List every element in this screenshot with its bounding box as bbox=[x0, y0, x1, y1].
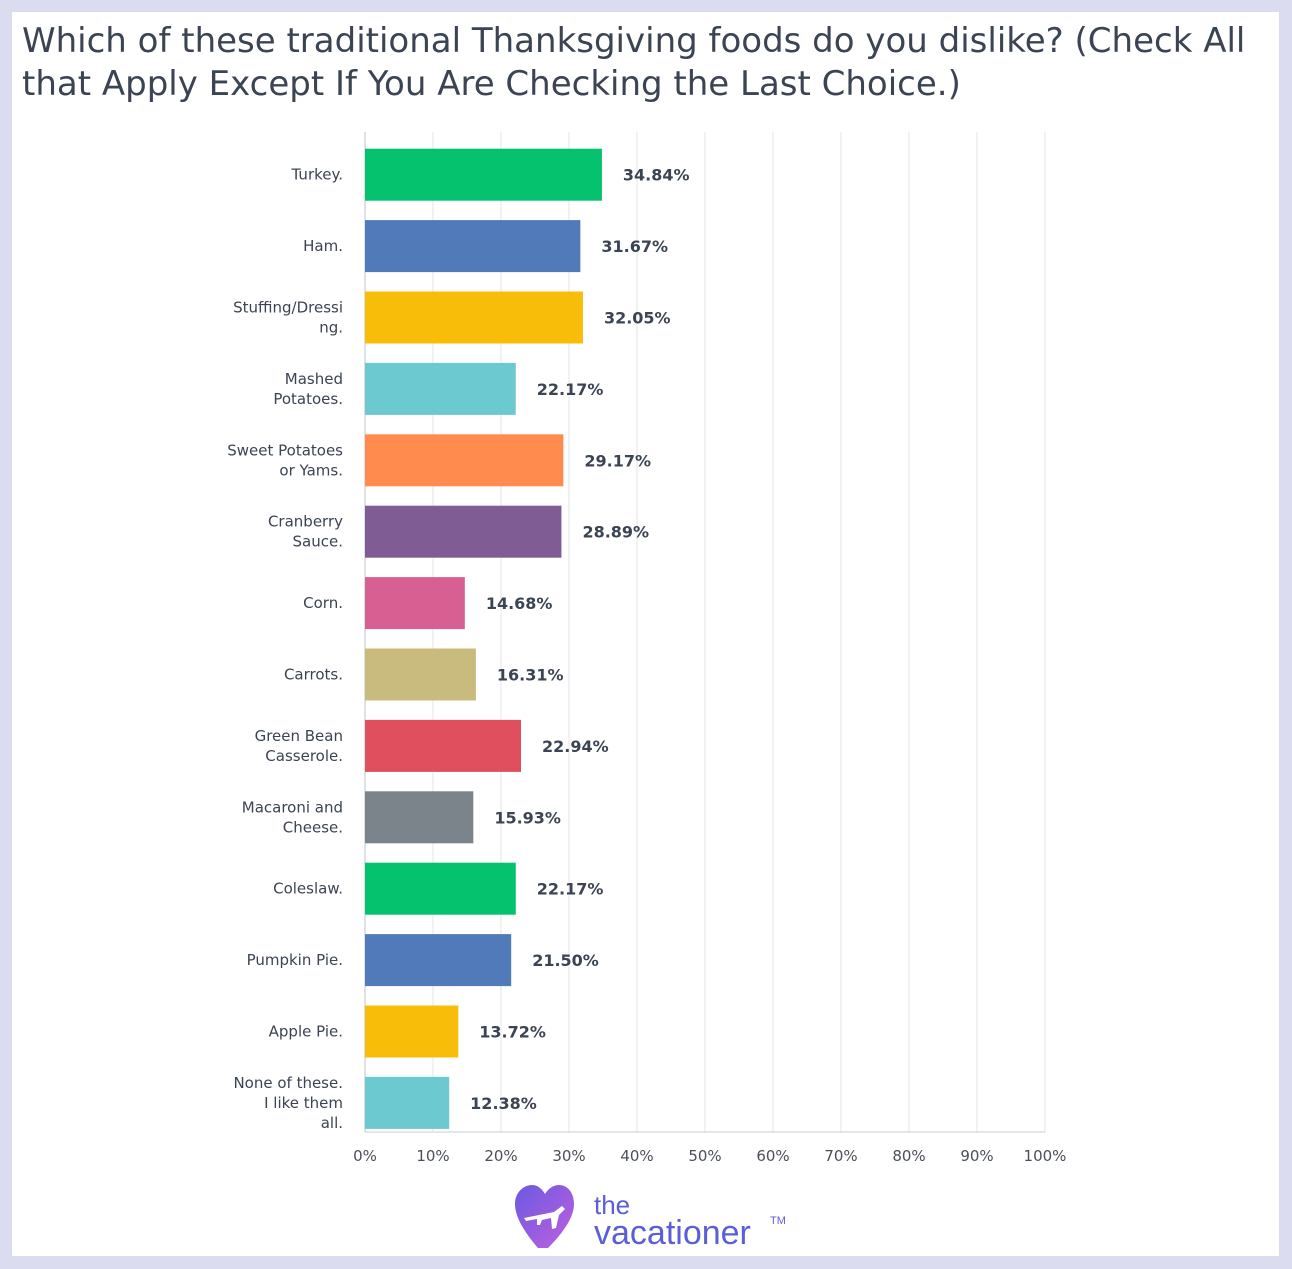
data-label: 12.38% bbox=[470, 1094, 537, 1113]
category-label: Apple Pie. bbox=[269, 1023, 343, 1041]
category-label: Stuffing/Dressi ng. bbox=[233, 299, 343, 337]
category-label: Coleslaw. bbox=[273, 880, 343, 898]
category-label: None of these. I like them all. bbox=[233, 1074, 343, 1132]
category-label: Sweet Potatoes or Yams. bbox=[227, 441, 343, 479]
category-label: Turkey. bbox=[291, 166, 343, 184]
x-tick-label: 30% bbox=[552, 1147, 585, 1165]
category-label: Macaroni and Cheese. bbox=[242, 798, 343, 836]
x-tick-label: 10% bbox=[416, 1147, 449, 1165]
x-tick-label: 70% bbox=[824, 1147, 857, 1165]
bar bbox=[365, 791, 474, 844]
x-tick-label: 100% bbox=[1024, 1147, 1067, 1165]
x-tick-label: 40% bbox=[620, 1147, 653, 1165]
bar bbox=[365, 1005, 459, 1058]
bar bbox=[365, 577, 465, 630]
bar bbox=[365, 220, 581, 273]
chart-card: Which of these traditional Thanksgiving … bbox=[12, 12, 1279, 1256]
category-label: Mashed Potatoes. bbox=[273, 370, 343, 408]
x-tick-label: 60% bbox=[756, 1147, 789, 1165]
brand-tm: TM bbox=[770, 1215, 786, 1227]
bar bbox=[365, 148, 602, 201]
data-label: 31.67% bbox=[601, 237, 668, 256]
bar bbox=[365, 862, 516, 915]
category-label: Green Bean Casserole. bbox=[255, 727, 343, 765]
bar bbox=[365, 362, 516, 415]
data-label: 29.17% bbox=[584, 451, 651, 470]
airplane-icon bbox=[524, 1206, 565, 1229]
category-label: Carrots. bbox=[284, 666, 343, 684]
data-label: 22.94% bbox=[542, 737, 609, 756]
brand-vacationer: vacationer bbox=[594, 1214, 751, 1252]
data-label: 15.93% bbox=[494, 808, 561, 827]
bar bbox=[365, 719, 521, 772]
data-label: 28.89% bbox=[582, 523, 649, 542]
chart-title: Which of these traditional Thanksgiving … bbox=[22, 21, 1246, 104]
bar bbox=[365, 934, 512, 987]
x-tick-label: 20% bbox=[484, 1147, 517, 1165]
bar bbox=[365, 648, 476, 701]
data-label: 21.50% bbox=[532, 951, 599, 970]
x-tick-label: 50% bbox=[688, 1147, 721, 1165]
x-tick-label: 0% bbox=[353, 1147, 377, 1165]
x-tick-label: 90% bbox=[960, 1147, 993, 1165]
bar bbox=[365, 291, 583, 344]
category-label: Corn. bbox=[303, 594, 343, 612]
bar-chart: 0% 10% 20% 30% 40% 50% 60% 70% 80% 90% 100% 34.84% T… bbox=[227, 132, 1067, 1165]
data-label: 32.05% bbox=[604, 309, 671, 328]
data-label: 22.17% bbox=[537, 380, 604, 399]
x-tick-label: 80% bbox=[892, 1147, 925, 1165]
data-label: 14.68% bbox=[486, 594, 553, 613]
bar bbox=[365, 505, 562, 558]
category-label: Cranberry Sauce. bbox=[268, 513, 343, 551]
category-label: Pumpkin Pie. bbox=[247, 951, 343, 969]
data-label: 13.72% bbox=[479, 1023, 546, 1042]
data-label: 22.17% bbox=[537, 880, 604, 899]
data-label: 16.31% bbox=[497, 666, 564, 685]
category-label: Ham. bbox=[303, 237, 343, 255]
brand-the: the bbox=[594, 1190, 630, 1220]
data-label: 34.84% bbox=[623, 166, 690, 185]
bar bbox=[365, 1076, 450, 1129]
bar bbox=[365, 434, 564, 487]
vacationer-logo: the vacationer TM bbox=[515, 1185, 786, 1252]
